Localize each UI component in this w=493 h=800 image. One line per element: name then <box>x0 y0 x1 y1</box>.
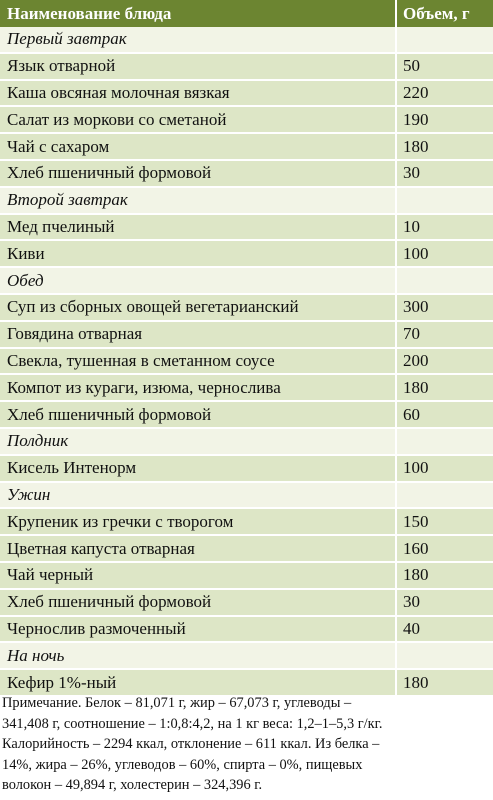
volume-cell <box>396 27 493 54</box>
dish-name-cell: Мед пчелиный <box>0 213 397 242</box>
volume-cell: 300 <box>396 293 493 322</box>
dish-name-cell: Хлеб пшеничный формовой <box>0 401 397 429</box>
dish-name-cell: Киви <box>0 240 397 269</box>
table-row: Салат из моркови со сметаной 190 <box>0 106 493 135</box>
table-header-row: Наименование блюда Объем, г <box>0 0 493 27</box>
dish-name-cell: Суп из сборных овощей вегетарианский <box>0 293 397 322</box>
volume-cell: 60 <box>396 401 493 429</box>
note-line: Примечание. Белок – 81,071 г, жир – 67,0… <box>2 695 352 711</box>
dish-name-cell: Компот из кураги, изюма, чернослива <box>0 374 397 403</box>
volume-cell: 180 <box>396 133 493 161</box>
note-line: 14%, жира – 26%, углеводов – 60%, спирта… <box>2 756 363 773</box>
note-line: волокон – 49,894 г, холестерин – 324,396… <box>2 777 263 793</box>
volume-cell: 180 <box>396 374 493 403</box>
volume-cell: 220 <box>396 79 493 108</box>
table-row: Чай черный 180 <box>0 561 493 590</box>
volume-cell: 190 <box>396 106 493 135</box>
meal-menu-table: Наименование блюда Объем, г Первый завтр… <box>0 0 493 697</box>
table-row: Крупеник из гречки с творогом 150 <box>0 508 493 537</box>
volume-cell: 100 <box>396 240 493 269</box>
nutrition-note: Примечание. Белок – 81,071 г, жир – 67,0… <box>0 693 493 796</box>
table-row: Цветная капуста отварная 160 <box>0 535 493 563</box>
meal-section-title: Обед <box>0 267 397 295</box>
table-row: Свекла, тушенная в сметанном соусе 200 <box>0 347 493 376</box>
table-row: Компот из кураги, изюма, чернослива 180 <box>0 374 493 403</box>
volume-cell: 160 <box>396 535 493 563</box>
meal-section-title: Второй завтрак <box>0 186 397 215</box>
dish-name-cell: Крупеник из гречки с творогом <box>0 508 397 537</box>
meal-section-row: Второй завтрак <box>0 186 493 215</box>
volume-cell <box>396 186 493 215</box>
volume-cell: 70 <box>396 320 493 349</box>
meal-section-row: Первый завтрак <box>0 27 493 54</box>
table-body: Первый завтрак Язык отварной 50 Каша овсяна… <box>0 27 493 697</box>
dish-name-cell: Свекла, тушенная в сметанном соусе <box>0 347 397 376</box>
volume-cell: 200 <box>396 347 493 376</box>
volume-cell: 180 <box>396 669 493 697</box>
volume-cell: 50 <box>396 52 493 81</box>
dish-name-cell: Хлеб пшеничный формовой <box>0 588 397 617</box>
table-row: Суп из сборных овощей вегетарианский 300 <box>0 293 493 322</box>
dish-name-cell: Каша овсяная молочная вязкая <box>0 79 397 108</box>
meal-section-row: Обед <box>0 267 493 295</box>
volume-cell: 30 <box>396 588 493 617</box>
volume-cell <box>396 427 493 456</box>
dish-name-cell: Язык отварной <box>0 52 397 81</box>
dish-name-cell: Цветная капуста отварная <box>0 535 397 563</box>
dish-name-cell: Говядина отварная <box>0 320 397 349</box>
meal-section-row: На ночь <box>0 642 493 671</box>
note-line: 341,408 г, соотношение – 1:0,8:4,2, на 1… <box>2 715 383 732</box>
table-row: Язык отварной 50 <box>0 52 493 81</box>
volume-cell: 40 <box>396 615 493 644</box>
volume-cell: 180 <box>396 561 493 590</box>
volume-cell <box>396 481 493 510</box>
table-row: Мед пчелиный 10 <box>0 213 493 242</box>
table-row: Кефир 1%-ный 180 <box>0 669 493 697</box>
column-header-dish-name: Наименование блюда <box>0 0 397 27</box>
dish-name-cell: Чай черный <box>0 561 397 590</box>
volume-cell: 10 <box>396 213 493 242</box>
table-row: Чернослив размоченный 40 <box>0 615 493 644</box>
table-row: Киви 100 <box>0 240 493 269</box>
table-row: Кисель Интенорм 100 <box>0 454 493 483</box>
meal-section-title: Ужин <box>0 481 397 510</box>
volume-cell: 150 <box>396 508 493 537</box>
column-header-volume: Объем, г <box>396 0 493 27</box>
volume-cell: 30 <box>396 159 493 188</box>
table-row: Говядина отварная 70 <box>0 320 493 349</box>
dish-name-cell: Кисель Интенорм <box>0 454 397 483</box>
volume-cell <box>396 267 493 295</box>
meal-section-title: Полдник <box>0 427 397 456</box>
table-row: Каша овсяная молочная вязкая 220 <box>0 79 493 108</box>
meal-section-row: Ужин <box>0 481 493 510</box>
dish-name-cell: Чай с сахаром <box>0 133 397 161</box>
dish-name-cell: Чернослив размоченный <box>0 615 397 644</box>
volume-cell: 100 <box>396 454 493 483</box>
table-row: Чай с сахаром 180 <box>0 133 493 161</box>
dish-name-cell: Кефир 1%-ный <box>0 669 397 697</box>
meal-section-row: Полдник <box>0 427 493 456</box>
table-row: Хлеб пшеничный формовой 30 <box>0 159 493 188</box>
note-line: Калорийность – 2294 ккал, отклонение – 6… <box>2 736 380 752</box>
meal-section-title: Первый завтрак <box>0 27 397 54</box>
table-row: Хлеб пшеничный формовой 60 <box>0 401 493 429</box>
dish-name-cell: Хлеб пшеничный формовой <box>0 159 397 188</box>
volume-cell <box>396 642 493 671</box>
table-row: Хлеб пшеничный формовой 30 <box>0 588 493 617</box>
dish-name-cell: Салат из моркови со сметаной <box>0 106 397 135</box>
meal-section-title: На ночь <box>0 642 397 671</box>
